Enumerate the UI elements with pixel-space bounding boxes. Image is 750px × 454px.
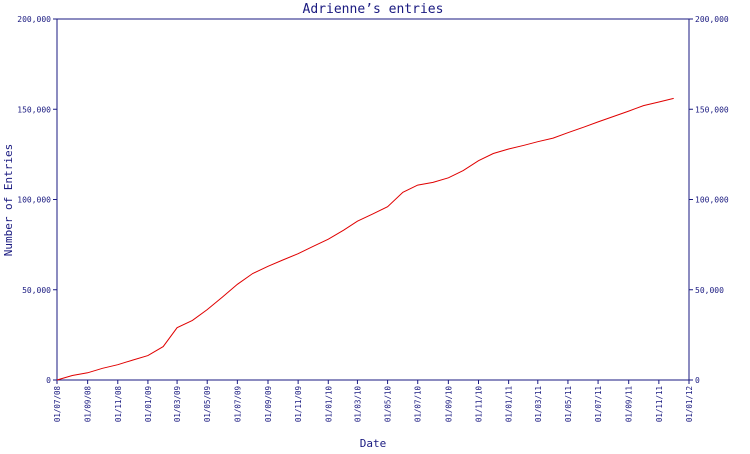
x-tick-label: 01/05/09: [203, 386, 212, 422]
x-tick-label: 01/07/11: [594, 386, 603, 422]
y-tick-label-right: 100,000: [695, 196, 729, 205]
y-axis-left: 0 50,000 100,000 150,000 200,000: [17, 15, 57, 385]
y-tick-label-left: 0: [46, 376, 51, 385]
x-tick-label: 01/01/12: [685, 386, 694, 422]
x-tick-label: 01/09/10: [444, 386, 453, 423]
y-tick-label-right: 150,000: [695, 105, 729, 114]
x-tick-label: 01/01/09: [144, 386, 153, 422]
x-tick-label: 01/11/08: [114, 386, 123, 423]
x-tick-label: 01/03/11: [534, 386, 543, 422]
x-tick-label: 01/09/11: [625, 386, 634, 422]
x-tick-label: 01/09/09: [264, 386, 273, 422]
series-line: [56, 97, 674, 381]
y-tick-label-right: 0: [695, 376, 700, 385]
series-group: [56, 97, 674, 381]
x-tick-label: 01/03/09: [173, 386, 182, 422]
x-axis: 01/07/08 01/09/08 01/11/08 01/01/09 01/03/09…: [53, 380, 694, 422]
x-tick-label: 01/07/10: [414, 386, 423, 423]
x-tick-label: 01/07/08: [53, 386, 62, 423]
x-tick-label: 01/05/11: [564, 386, 573, 422]
x-axis-title: Date: [360, 437, 387, 450]
plot-area-frame: [56, 18, 690, 381]
y-tick-label-right: 50,000: [695, 286, 724, 295]
y-tick-label-left: 100,000: [17, 196, 51, 205]
x-tick-label: 01/01/10: [324, 386, 333, 423]
x-tick-label: 01/01/11: [505, 386, 514, 422]
y-axis-title: Number of Entries: [2, 144, 15, 257]
y-tick-label-left: 200,000: [17, 15, 51, 24]
y-tick-label-right: 200,000: [695, 15, 729, 24]
x-tick-label: 01/11/09: [294, 386, 303, 422]
y-axis-right: 0 50,000 100,000 150,000 200,000: [689, 15, 729, 385]
x-tick-label: 01/11/10: [474, 386, 483, 423]
y-tick-label-left: 50,000: [22, 286, 51, 295]
y-tick-label-left: 150,000: [17, 105, 51, 114]
x-tick-label: 01/11/11: [655, 386, 664, 422]
x-tick-label: 01/03/10: [353, 386, 362, 423]
x-tick-label: 01/05/10: [384, 386, 393, 423]
x-tick-label: 01/07/09: [233, 386, 242, 422]
x-tick-label: 01/09/08: [84, 386, 93, 423]
chart-title: Adrienne’s entries: [303, 2, 444, 17]
